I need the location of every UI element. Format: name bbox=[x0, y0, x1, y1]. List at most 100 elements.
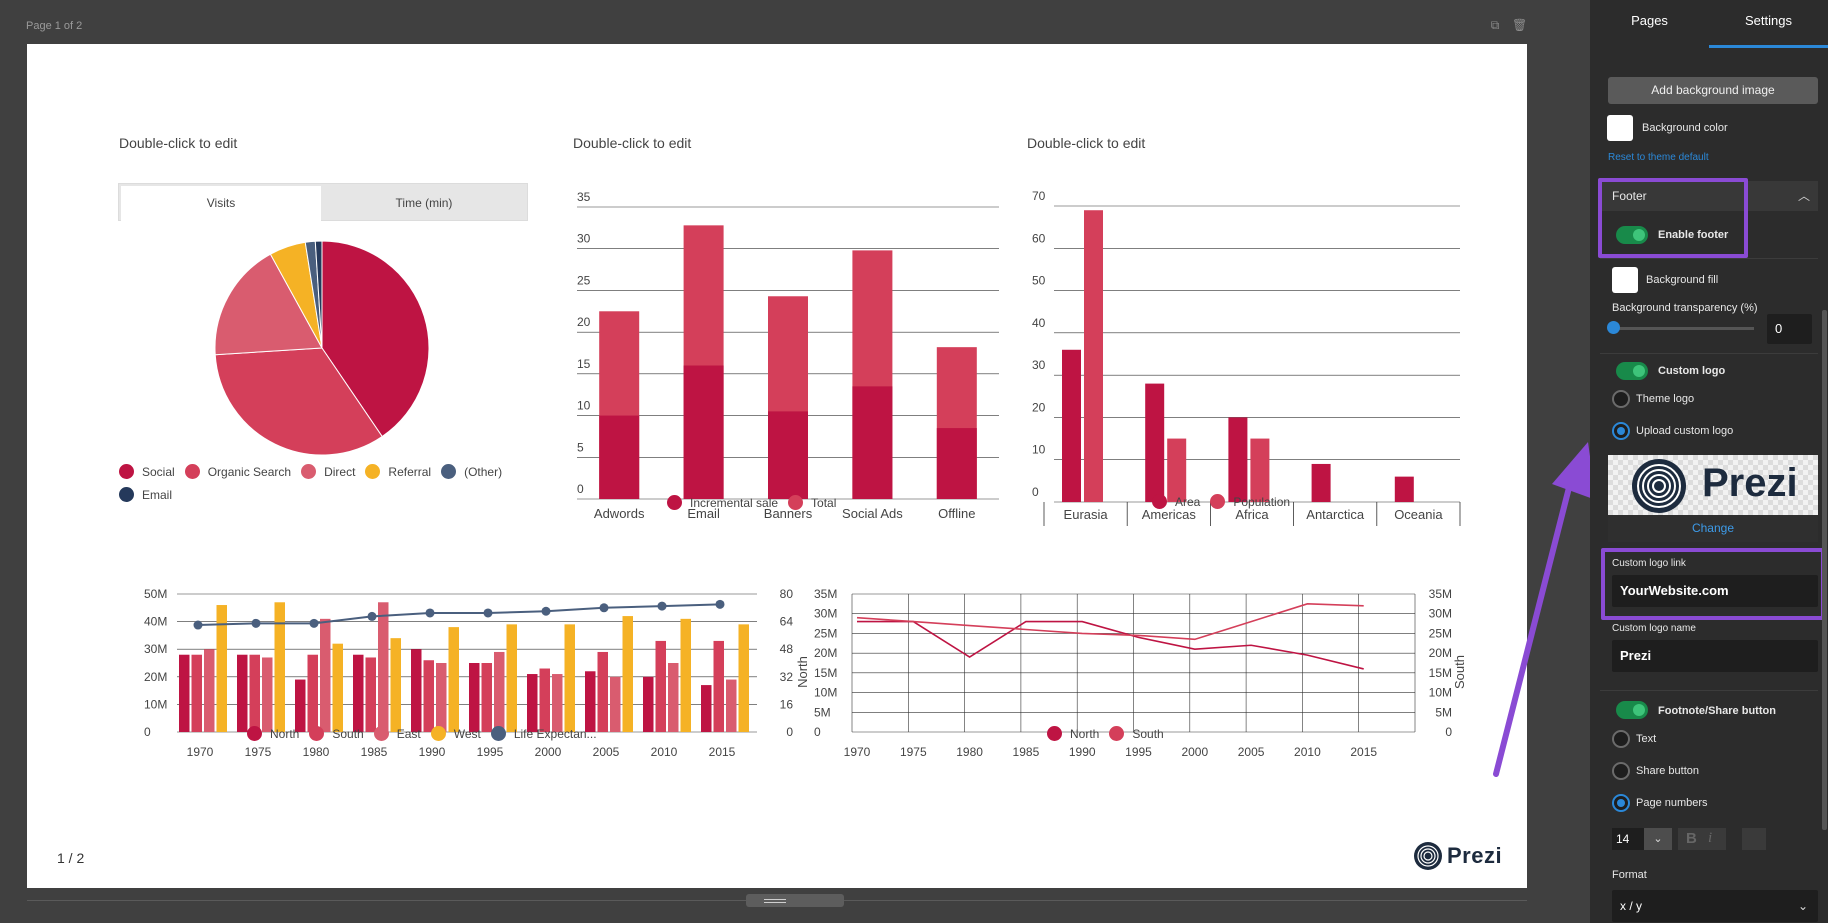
legend-item[interactable]: Life Expectan... bbox=[490, 726, 597, 741]
trash-icon[interactable]: 🗑 bbox=[1512, 18, 1528, 32]
footnote-share-toggle[interactable] bbox=[1616, 701, 1648, 719]
legend-swatch bbox=[1152, 494, 1167, 509]
tab-pages[interactable]: Pages bbox=[1631, 13, 1668, 28]
text-style-group: B i bbox=[1678, 828, 1726, 850]
theme-logo-radio[interactable] bbox=[1612, 390, 1630, 408]
legend-swatch bbox=[441, 464, 457, 479]
change-logo-button[interactable]: Change bbox=[1608, 515, 1818, 542]
bar-south bbox=[481, 663, 492, 732]
bar-area bbox=[1228, 417, 1248, 502]
life-expectancy-point bbox=[193, 620, 203, 630]
page-numbers-radio[interactable] bbox=[1612, 794, 1630, 812]
upload-custom-logo-radio[interactable] bbox=[1612, 422, 1630, 440]
grouped-bar-chart[interactable]: 0 10 20 30 40 50 60 70 Eurasia Americas Africa Anta… bbox=[1022, 179, 1462, 534]
legend-item[interactable]: South bbox=[1109, 726, 1164, 741]
x-tick-label: 2010 bbox=[651, 745, 678, 759]
legend-item[interactable]: Incremental sale bbox=[667, 495, 778, 510]
footer-logo[interactable]: Prezi bbox=[1413, 841, 1503, 873]
x-tick-label: 1970 bbox=[844, 745, 871, 759]
share-button-radio[interactable] bbox=[1612, 762, 1630, 780]
background-fill-swatch[interactable] bbox=[1612, 267, 1638, 293]
legend-label: (Other) bbox=[464, 464, 503, 479]
y-right-tick-label: 15M bbox=[1429, 666, 1452, 680]
add-background-image-button[interactable]: Add background image bbox=[1608, 77, 1818, 104]
y-right-tick-label: 25M bbox=[1429, 626, 1452, 640]
y-tick-label: 35M bbox=[814, 587, 837, 601]
legend-item[interactable]: Referral bbox=[365, 464, 431, 479]
italic-icon[interactable]: i bbox=[1708, 830, 1713, 846]
legend-swatch bbox=[1047, 726, 1062, 741]
combo-chart[interactable]: 0 0 10M 16 20M 32 30M 48 40M 64 50M 80 1970 1975 1980 1… bbox=[107, 534, 797, 764]
custom-logo-link-input[interactable]: YourWebsite.com bbox=[1612, 575, 1818, 607]
font-size-value: 14 bbox=[1616, 832, 1630, 846]
pie-chart[interactable] bbox=[207, 238, 447, 468]
legend-label: Organic Search bbox=[207, 464, 292, 479]
enable-footer-toggle[interactable] bbox=[1616, 226, 1648, 244]
legend-item[interactable]: North bbox=[1047, 726, 1099, 741]
sidebar-scrollbar[interactable] bbox=[1822, 310, 1827, 830]
custom-logo-toggle[interactable] bbox=[1616, 362, 1648, 380]
custom-logo-name-label: Custom logo name bbox=[1612, 623, 1696, 634]
legend-item[interactable]: East bbox=[373, 726, 421, 741]
divider bbox=[1600, 353, 1818, 354]
reset-theme-link[interactable]: Reset to theme default bbox=[1608, 152, 1709, 163]
life-expectancy-line bbox=[197, 603, 721, 627]
tab-settings[interactable]: Settings bbox=[1709, 0, 1828, 48]
chart3-title[interactable]: Double-click to edit bbox=[1027, 135, 1146, 151]
background-color-swatch[interactable] bbox=[1607, 115, 1633, 141]
slide[interactable]: Double-click to edit Visits Time (min) S… bbox=[27, 44, 1527, 888]
stacked-bar-chart[interactable]: 0 5 10 15 20 25 30 35 Adwords Email Banners Social … bbox=[567, 179, 1007, 534]
bar-area bbox=[1394, 476, 1414, 502]
bold-icon[interactable]: B bbox=[1686, 830, 1697, 847]
legend-item[interactable]: Email bbox=[119, 487, 172, 502]
text-radio[interactable] bbox=[1612, 730, 1630, 748]
footer-section-header[interactable]: Footer ︿ bbox=[1600, 181, 1818, 211]
legend-item[interactable]: Organic Search bbox=[184, 464, 292, 479]
theme-logo-label: Theme logo bbox=[1636, 393, 1695, 405]
legend-item[interactable]: Social bbox=[119, 464, 175, 479]
bar-incremental bbox=[599, 415, 640, 499]
chart2-title[interactable]: Double-click to edit bbox=[573, 135, 692, 151]
custom-logo-name-input[interactable]: Prezi bbox=[1612, 640, 1818, 672]
transparency-input[interactable]: 0 bbox=[1767, 314, 1812, 344]
legend-item[interactable]: Total bbox=[788, 495, 836, 510]
legend-swatch bbox=[309, 726, 325, 741]
bar-south bbox=[365, 657, 376, 732]
copy-icon[interactable]: ⧉ bbox=[1490, 18, 1500, 32]
legend-item[interactable]: North bbox=[247, 726, 299, 741]
legend-swatch bbox=[247, 726, 262, 741]
legend-item[interactable]: Area bbox=[1152, 494, 1200, 509]
legend-label: North bbox=[270, 726, 300, 741]
text-color-swatch[interactable] bbox=[1742, 828, 1766, 850]
x-tick-label: Americas bbox=[1142, 507, 1197, 522]
chart5-legend: North South bbox=[1047, 726, 1247, 749]
chevron-up-icon: ︿ bbox=[1798, 189, 1811, 203]
logo-ring bbox=[1423, 851, 1433, 861]
transparency-slider-track[interactable] bbox=[1614, 327, 1754, 330]
tab-visits[interactable]: Visits bbox=[121, 186, 321, 222]
resize-handle[interactable] bbox=[746, 894, 844, 907]
legend-label: East bbox=[396, 726, 421, 741]
legend-item[interactable]: South bbox=[309, 726, 364, 741]
legend-item[interactable]: West bbox=[430, 726, 481, 741]
legend-item[interactable]: (Other) bbox=[441, 464, 502, 479]
divider bbox=[1600, 690, 1818, 691]
chart1-title[interactable]: Double-click to edit bbox=[119, 135, 238, 151]
font-size-select[interactable]: 14 ⌄ bbox=[1612, 828, 1672, 850]
format-select[interactable]: x / y ⌄ bbox=[1612, 890, 1818, 922]
tab-time[interactable]: Time (min) bbox=[395, 196, 453, 210]
y-tick-label: 5 bbox=[577, 440, 584, 454]
y-right-tick-label: 30M bbox=[1429, 607, 1452, 621]
y-right-tick-label: 32 bbox=[780, 670, 794, 684]
prezi-logo-icon bbox=[1414, 842, 1442, 870]
transparency-slider-thumb[interactable] bbox=[1607, 321, 1620, 334]
chart3-legend: Area Population bbox=[1152, 494, 1352, 517]
legend-swatch bbox=[1109, 726, 1125, 741]
legend-item[interactable]: Population bbox=[1210, 494, 1290, 509]
bar-north bbox=[237, 654, 248, 732]
x-tick-label: Social Ads bbox=[842, 506, 903, 521]
bar-incremental bbox=[683, 365, 724, 499]
bar-west bbox=[680, 618, 691, 732]
legend-item[interactable]: Direct bbox=[301, 464, 355, 479]
line-chart[interactable]: 0 0 5M 5M 10M 10M 15M 15M 20M 20M 25M 25M 30M 30M 35M 3… bbox=[797, 534, 1477, 764]
